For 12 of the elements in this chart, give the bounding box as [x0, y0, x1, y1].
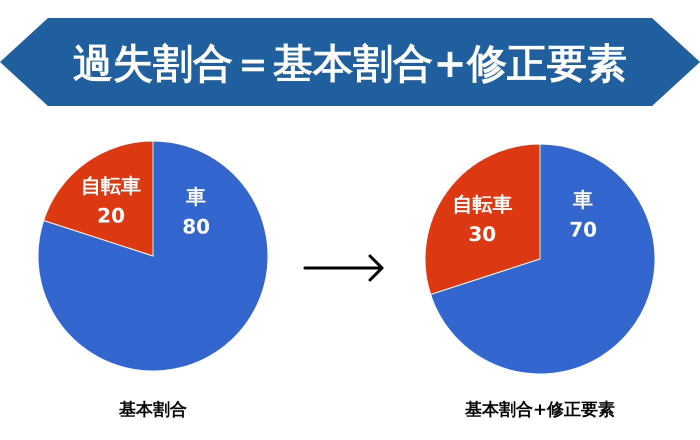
text: 基本割合+修正要素 [464, 400, 616, 420]
slice-label: 自転車 [452, 192, 512, 216]
pie-slice [38, 140, 268, 372]
data-label: 30 [468, 222, 496, 246]
data-label: 80 [182, 214, 210, 239]
title-banner: 過失割合＝基本割合+修正要素 [0, 18, 700, 106]
data-label: 70 [569, 218, 598, 242]
slice-label: 自転車 [81, 173, 142, 198]
slice-label: 車 [185, 184, 206, 209]
text: 基本割合 [118, 400, 187, 420]
slice-label: 車 [572, 188, 594, 212]
data-label: 20 [97, 203, 126, 228]
